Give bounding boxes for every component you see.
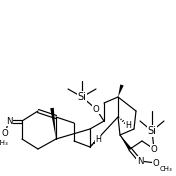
Text: O: O bbox=[153, 159, 159, 168]
Text: N: N bbox=[137, 156, 143, 165]
Polygon shape bbox=[50, 108, 56, 139]
Text: O: O bbox=[2, 128, 8, 137]
Text: N: N bbox=[6, 117, 12, 125]
Text: Si: Si bbox=[78, 92, 86, 102]
Text: H: H bbox=[95, 134, 101, 143]
Text: CH₃: CH₃ bbox=[160, 166, 172, 172]
Text: Si: Si bbox=[147, 126, 156, 136]
Text: O: O bbox=[93, 105, 99, 114]
Polygon shape bbox=[120, 135, 131, 150]
Text: CH₃: CH₃ bbox=[0, 140, 8, 146]
Text: H: H bbox=[125, 121, 131, 130]
Polygon shape bbox=[118, 84, 124, 97]
Text: O: O bbox=[151, 144, 157, 153]
